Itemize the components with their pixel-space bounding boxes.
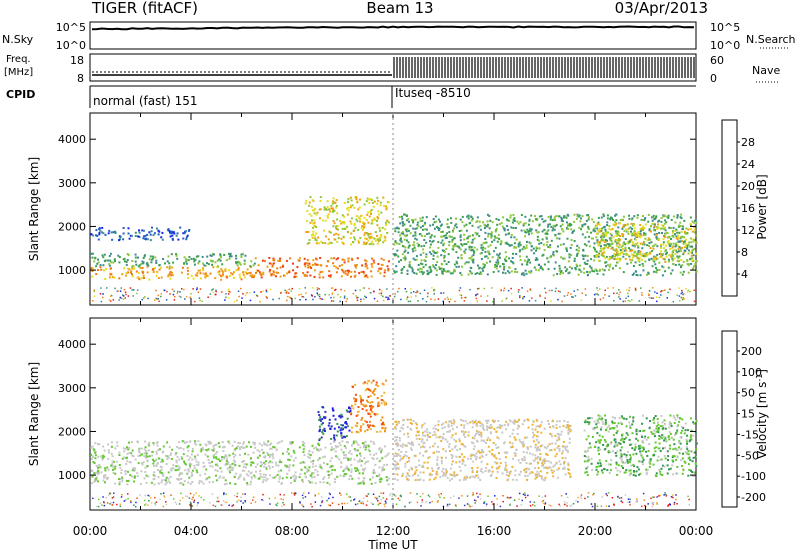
- power-ylabel: Slant Range [km]: [27, 157, 41, 261]
- xtick-2: 08:00: [275, 524, 310, 538]
- power-ytick-3: 4000: [58, 133, 86, 146]
- nsearch-label: N.Search: [746, 33, 796, 46]
- freq-tick-min: 8: [77, 72, 84, 85]
- power-ytick-1: 2000: [58, 220, 86, 233]
- nsky-tick-max: 10^5: [56, 21, 86, 34]
- power-colorbar-tick-6: 28: [741, 136, 755, 149]
- power-colorbar-tick-3: 16: [741, 202, 755, 215]
- freq-strip: Freq. [MHz] 18 8 60 0 Nave: [4, 54, 780, 85]
- freq-label-2: [MHz]: [4, 67, 33, 78]
- cpid-segment-1: normal (fast) 151: [93, 94, 197, 108]
- xtick-4: 16:00: [477, 524, 512, 538]
- velocity-colorbar-tick-3: 15: [741, 408, 755, 421]
- nsky-tick-min: 10^0: [56, 39, 86, 52]
- power-colorbar-tick-4: 20: [741, 180, 755, 193]
- velocity-ytick-3: 4000: [58, 338, 86, 351]
- velocity-ytick-0: 1000: [58, 469, 86, 482]
- cpid-segment-2: Ituseq -8510: [395, 86, 471, 100]
- xtick-3: 12:00: [376, 524, 411, 538]
- cpid-row: CPID normal (fast) 151 Ituseq -8510: [6, 86, 696, 108]
- power-ytick-2: 3000: [58, 177, 86, 190]
- power-colorbar-tick-0: 4: [741, 268, 748, 281]
- nsky-strip: N.Sky 10^5 10^0 10^5 10^0 N.Search: [2, 21, 796, 52]
- freq-tick-max: 18: [70, 54, 84, 67]
- velocity-colorbar-tick-0: 200: [741, 345, 762, 358]
- velocity-colorbar-tick-7: -200: [741, 491, 766, 504]
- power-colorbar-tick-2: 12: [741, 224, 755, 237]
- velocity-colorbar-tick-6: -100: [741, 470, 766, 483]
- freq-label-1: Freq.: [6, 54, 31, 65]
- cpid-label: CPID: [6, 88, 35, 101]
- nsearch-tick-min: 10^0: [710, 39, 740, 52]
- velocity-panel: 1000 2000 3000 4000 Slant Range [km]: [27, 318, 698, 510]
- xtick-5: 20:00: [578, 524, 613, 538]
- power-panel: 1000 2000 3000 4000 Slant Range [km]: [27, 113, 698, 305]
- power-ytick-0: 1000: [58, 264, 86, 277]
- date-label: 03/Apr/2013: [615, 0, 708, 17]
- velocity-ytick-1: 2000: [58, 425, 86, 438]
- nave-trace: [394, 57, 694, 78]
- velocity-colorbar-tick-2: 50: [741, 387, 755, 400]
- nave-tick-min: 0: [710, 72, 717, 85]
- beam-label: Beam 13: [366, 0, 433, 17]
- xlabel: Time UT: [367, 538, 418, 552]
- nave-tick-max: 60: [710, 54, 724, 67]
- velocity-colorbar-label: Velocity [m s-1]: [755, 369, 770, 459]
- power-colorbar-tick-5: 24: [741, 158, 755, 171]
- plot-title: TIGER (fitACF): [91, 0, 198, 17]
- nsky-label: N.Sky: [2, 33, 34, 46]
- velocity-ytick-2: 3000: [58, 382, 86, 395]
- xtick-0: 00:00: [73, 524, 108, 538]
- power-colorbar: 4 8 12 16 20 24 28 Power [dB]: [722, 120, 769, 296]
- power-colorbar-label: Power [dB]: [755, 174, 769, 239]
- nsearch-tick-max: 10^5: [710, 21, 740, 34]
- power-colorbar-tick-1: 8: [741, 246, 748, 259]
- velocity-ylabel: Slant Range [km]: [27, 362, 41, 466]
- xtick-6: 00:00: [679, 524, 714, 538]
- nave-label: Nave: [752, 64, 780, 77]
- xtick-1: 04:00: [174, 524, 209, 538]
- time-axis: 00:00 04:00 08:00 12:00 16:00 20:00 00:00: [73, 524, 714, 538]
